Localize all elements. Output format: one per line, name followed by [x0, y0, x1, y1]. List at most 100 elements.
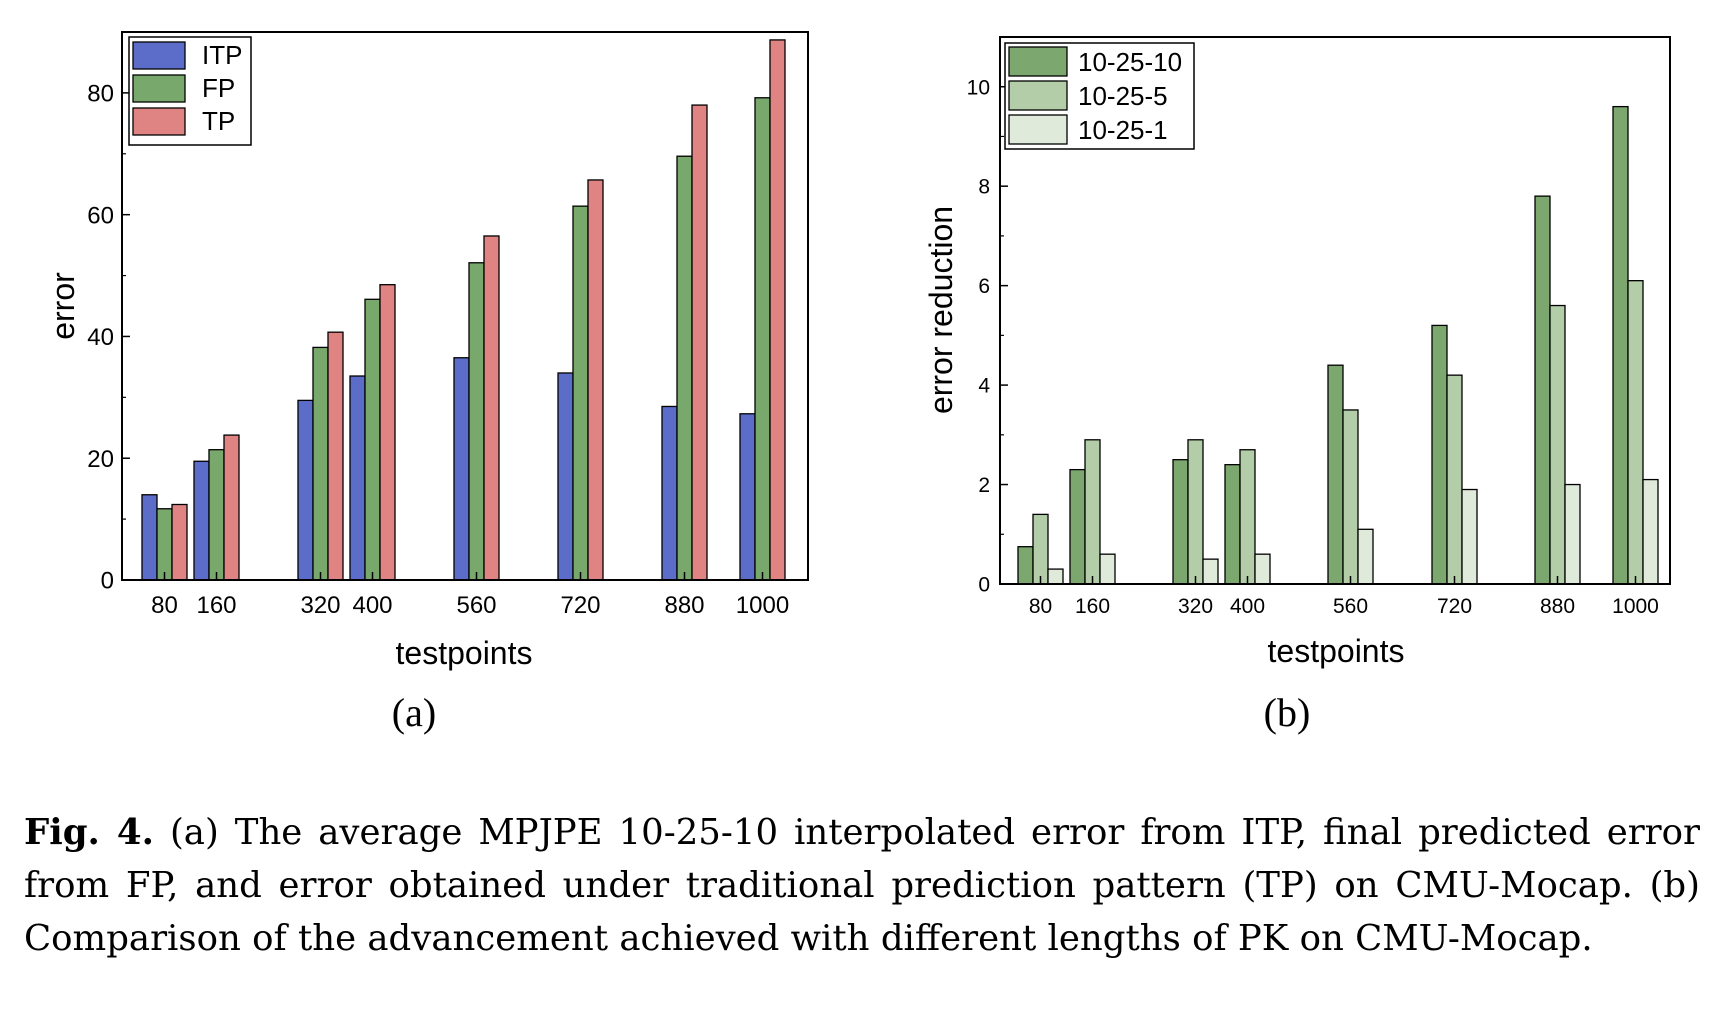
- legend-label-10-25-10: 10-25-10: [1078, 47, 1182, 77]
- bar-FP-1000: [754, 97, 771, 581]
- bar-10-25-10-880: [1534, 195, 1551, 585]
- y-tick-label: 10: [967, 76, 990, 99]
- chart-a: 0 20 40 60 80 80 160 320 400 560 720 880 1000 testp…: [45, 31, 809, 735]
- figure-caption: Fig. 4. (a) The average MPJPE 10-25-10 i…: [24, 806, 1700, 965]
- bar-TP-320: [327, 331, 344, 581]
- chart-a-panel-label: (a): [392, 690, 436, 735]
- legend-swatch-10-25-5: [1008, 80, 1068, 111]
- y-tick-label: 2: [978, 474, 990, 497]
- y-tick-label: 8: [978, 176, 990, 199]
- x-tick-label: 1000: [736, 592, 789, 619]
- legend-label-10-25-1: 10-25-1: [1078, 115, 1168, 145]
- legend-swatch-10-25-1: [1008, 114, 1068, 145]
- bar-10-25-1-1000: [1642, 478, 1659, 585]
- legend-label-TP: TP: [202, 106, 235, 136]
- legend-label-ITP: ITP: [202, 40, 242, 70]
- legend-label-FP: FP: [202, 73, 235, 103]
- legend-swatch-10-25-10: [1008, 46, 1068, 77]
- bar-FP-320: [312, 346, 329, 581]
- x-tick-label: 1000: [1612, 595, 1659, 618]
- x-tick-label: 880: [1540, 595, 1575, 618]
- bar-ITP-720: [557, 372, 574, 581]
- y-tick-label: 6: [978, 275, 990, 298]
- x-tick-label: 720: [560, 592, 600, 619]
- bar-TP-720: [587, 179, 604, 581]
- bar-ITP-1000: [739, 413, 756, 581]
- bar-10-25-1-880: [1564, 483, 1581, 585]
- bar-TP-400: [379, 284, 396, 581]
- legend-swatch-FP: [132, 74, 186, 103]
- bar-FP-720: [572, 205, 589, 581]
- y-tick-label: 0: [101, 568, 114, 595]
- y-tick-label: 60: [87, 202, 114, 229]
- bar-FP-400: [364, 298, 381, 581]
- x-tick-label: 320: [1178, 595, 1213, 618]
- bar-ITP-160: [193, 460, 210, 581]
- bar-ITP-880: [661, 405, 678, 581]
- bar-10-25-10-80: [1017, 546, 1034, 585]
- bar-10-25-1-560: [1357, 528, 1374, 585]
- bar-10-25-1-80: [1047, 568, 1064, 585]
- chart-b: 0 2 4 6 8 10 80 160 320 400 560 720 880 1000 testpoi…: [923, 36, 1671, 735]
- legend-label-10-25-5: 10-25-5: [1078, 81, 1168, 111]
- bar-10-25-1-400: [1254, 553, 1271, 585]
- y-tick-label: 4: [978, 375, 990, 398]
- x-tick-label: 560: [1333, 595, 1368, 618]
- chart-a-y-axis-title: error: [45, 272, 81, 340]
- bar-TP-560: [483, 235, 500, 581]
- bar-10-25-5-1000: [1627, 280, 1644, 585]
- bar-FP-560: [468, 262, 485, 581]
- chart-b-x-axis-title: testpoints: [1268, 633, 1405, 669]
- chart-a-y-axis: 0 20 40 60 80: [87, 81, 130, 595]
- bar-10-25-1-720: [1461, 488, 1478, 585]
- x-tick-label: 320: [300, 592, 340, 619]
- bar-ITP-320: [297, 399, 314, 581]
- y-tick-label: 80: [87, 81, 114, 108]
- figure-caption-label: Fig. 4.: [24, 812, 154, 853]
- bar-10-25-1-320: [1202, 558, 1219, 585]
- bar-ITP-560: [453, 357, 470, 581]
- x-tick-label: 880: [664, 592, 704, 619]
- bar-10-25-5-80: [1032, 513, 1049, 585]
- chart-b-y-axis: 0 2 4 6 8 10: [967, 76, 1008, 597]
- bar-FP-160: [208, 449, 225, 581]
- bar-ITP-400: [349, 375, 366, 581]
- y-tick-label: 0: [978, 574, 990, 597]
- bar-10-25-5-560: [1342, 409, 1359, 585]
- bar-TP-1000: [769, 39, 786, 581]
- bar-TP-160: [223, 434, 240, 581]
- x-tick-label: 80: [151, 592, 178, 619]
- bar-10-25-10-160: [1069, 468, 1086, 585]
- x-tick-label: 160: [1075, 595, 1110, 618]
- chart-a-plot-frame: [121, 31, 809, 581]
- bar-10-25-5-320: [1187, 439, 1204, 585]
- bar-10-25-10-560: [1327, 364, 1344, 585]
- bar-TP-880: [691, 104, 708, 581]
- x-tick-label: 400: [352, 592, 392, 619]
- bar-10-25-5-400: [1239, 449, 1256, 585]
- legend-swatch-ITP: [132, 41, 186, 70]
- bar-FP-80: [156, 508, 173, 581]
- chart-b-legend: 10-25-10 10-25-5 10-25-1: [1004, 42, 1195, 150]
- bar-10-25-5-880: [1549, 304, 1566, 585]
- bar-TP-80: [171, 503, 188, 581]
- chart-b-panel-label: (b): [1264, 690, 1311, 735]
- bar-10-25-10-320: [1172, 459, 1189, 585]
- chart-b-y-axis-title: error reduction: [923, 206, 959, 414]
- x-tick-label: 720: [1437, 595, 1472, 618]
- figure-caption-text: (a) The average MPJPE 10-25-10 interpola…: [24, 812, 1700, 959]
- chart-a-x-axis: 80 160 320 400 560 720 880 1000: [151, 572, 789, 619]
- y-tick-label: 40: [87, 324, 114, 351]
- bar-10-25-10-400: [1224, 464, 1241, 585]
- y-tick-label: 20: [87, 446, 114, 473]
- x-tick-label: 80: [1029, 595, 1052, 618]
- x-tick-label: 400: [1230, 595, 1265, 618]
- chart-b-bars: [1017, 105, 1659, 585]
- x-tick-label: 160: [196, 592, 236, 619]
- bar-10-25-10-1000: [1612, 105, 1629, 585]
- chart-a-x-axis-title: testpoints: [396, 635, 533, 671]
- legend-swatch-TP: [132, 107, 186, 136]
- chart-b-x-axis: 80 160 320 400 560 720 880 1000: [1029, 576, 1659, 618]
